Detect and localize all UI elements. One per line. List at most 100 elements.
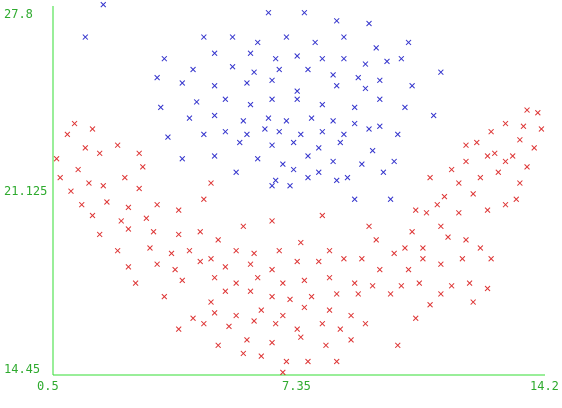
scatter-point xyxy=(409,228,415,235)
scatter-point xyxy=(179,80,186,86)
scatter-point xyxy=(294,326,301,332)
x-tick-label: 0.5 xyxy=(37,379,59,393)
scatter-point xyxy=(477,174,484,181)
scatter-point xyxy=(96,231,103,238)
scatter-point xyxy=(283,118,290,124)
scatter-point xyxy=(326,274,333,281)
scatter-point xyxy=(229,63,236,70)
scatter-point xyxy=(351,280,358,286)
scatter-point xyxy=(502,158,509,165)
scatter-point xyxy=(297,131,304,138)
scatter-point xyxy=(244,80,250,86)
scatter-point xyxy=(118,218,125,224)
scatter-point xyxy=(247,50,254,57)
scatter-point xyxy=(362,85,369,92)
scatter-point xyxy=(247,101,254,108)
scatter-point xyxy=(283,34,290,40)
scatter-point xyxy=(380,169,387,176)
scatter-point xyxy=(305,66,311,73)
scatter-point xyxy=(179,155,186,162)
scatter-point xyxy=(276,247,283,254)
scatter-point xyxy=(222,96,229,103)
scatter-point xyxy=(132,280,139,286)
scatter-point xyxy=(466,280,473,286)
scatter-point xyxy=(233,247,240,254)
scatter-point xyxy=(136,150,143,157)
scatter-point xyxy=(294,88,301,94)
scatter-point xyxy=(488,128,494,135)
scatter-point xyxy=(272,55,279,62)
scatter-point xyxy=(154,74,160,81)
scatter-point xyxy=(168,250,175,257)
scatter-point xyxy=(200,196,207,203)
scatter-point xyxy=(143,215,150,222)
scatter-point xyxy=(247,288,254,295)
scatter-point xyxy=(477,245,484,251)
scatter-point xyxy=(254,39,261,46)
scatter-point xyxy=(139,163,146,170)
scatter-point xyxy=(258,353,265,359)
scatter-point xyxy=(279,280,286,286)
scatter-point xyxy=(341,131,347,138)
scatter-point xyxy=(445,234,451,240)
scatter-point xyxy=(236,139,243,146)
scatter-point xyxy=(53,155,60,162)
series-1 xyxy=(82,1,444,203)
scatter-point xyxy=(369,282,376,289)
scatter-point xyxy=(330,72,336,78)
scatter-point xyxy=(355,291,362,297)
scatter-point xyxy=(208,299,214,305)
scatter-point xyxy=(193,99,200,105)
scatter-point xyxy=(240,223,247,230)
scatter-point xyxy=(438,69,444,76)
scatter-point xyxy=(272,320,279,327)
scatter-point xyxy=(125,204,132,211)
scatter-point xyxy=(301,277,308,284)
scatter-point xyxy=(211,112,218,119)
scatter-point xyxy=(305,174,311,181)
series-2 xyxy=(53,107,545,376)
scatter-point xyxy=(283,358,290,365)
scatter-point xyxy=(319,128,326,135)
scatter-point xyxy=(290,139,297,146)
scatter-point xyxy=(89,126,96,132)
scatter-point xyxy=(121,174,128,181)
scatter-point xyxy=(287,296,293,303)
scatter-point xyxy=(297,239,304,246)
scatter-point xyxy=(175,326,182,332)
scatter-point xyxy=(434,201,441,208)
scatter-point xyxy=(366,20,372,27)
scatter-point xyxy=(333,177,340,184)
scatter-point xyxy=(136,185,143,192)
scatter-point xyxy=(279,312,286,319)
scatter-point xyxy=(459,255,466,262)
scatter-point xyxy=(438,223,444,230)
scatter-point xyxy=(82,34,89,40)
scatter-point xyxy=(233,169,240,176)
scatter-point xyxy=(208,255,214,262)
scatter-point xyxy=(376,96,383,103)
scatter-point xyxy=(398,55,405,62)
scatter-point xyxy=(211,82,218,89)
scatter-point xyxy=(211,310,218,316)
scatter-point xyxy=(524,107,530,113)
scatter-point xyxy=(391,158,398,165)
scatter-point xyxy=(301,304,308,311)
x-tick-label: 7.35 xyxy=(282,379,311,393)
scatter-point xyxy=(448,166,455,173)
scatter-point xyxy=(387,196,394,203)
scatter-point xyxy=(351,196,358,203)
scatter-point xyxy=(269,339,275,346)
scatter-point xyxy=(305,358,311,365)
scatter-point xyxy=(308,115,315,122)
scatter-point xyxy=(222,128,229,135)
scatter-point xyxy=(190,315,196,322)
scatter-point xyxy=(405,39,412,46)
scatter-point xyxy=(423,209,430,216)
x-tick-label: 14.2 xyxy=(530,379,559,393)
scatter-point xyxy=(254,274,261,281)
scatter-point xyxy=(251,318,257,324)
y-tick-label: 21.125 xyxy=(4,184,47,198)
scatter-point xyxy=(247,261,254,268)
scatter-point xyxy=(233,312,240,319)
